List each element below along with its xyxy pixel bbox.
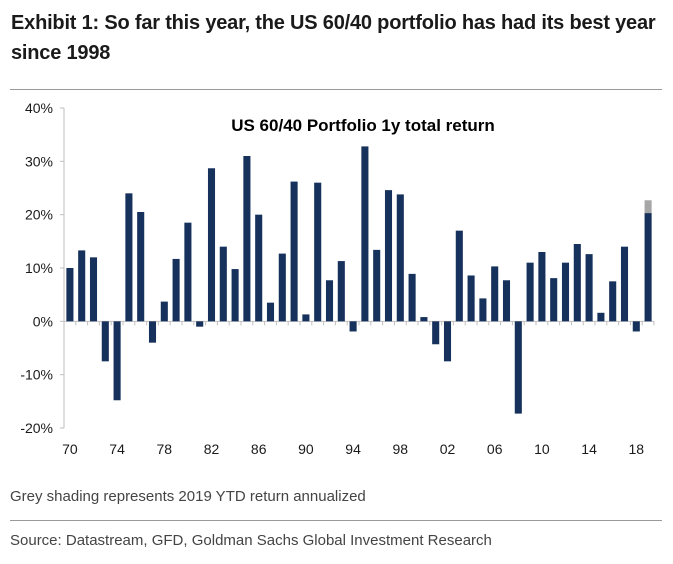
bar-1982 [207, 168, 216, 322]
bar-1993 [337, 261, 345, 322]
bar-1986 [255, 214, 263, 322]
bar-2012 [561, 262, 570, 322]
x-tick-label: 02 [440, 441, 456, 457]
bar-1976 [137, 212, 145, 322]
bar-series [66, 146, 652, 414]
bar-1973 [101, 321, 109, 362]
bar-1996 [373, 249, 381, 322]
bar-2018 [632, 321, 640, 332]
bar-1999 [408, 273, 416, 322]
bar-1985 [243, 156, 251, 322]
x-tick-label: 70 [62, 441, 78, 457]
bar-2019 [644, 213, 652, 322]
bar-1977 [148, 321, 157, 343]
bar-2002 [443, 321, 452, 362]
x-tick-label: 94 [345, 441, 361, 457]
bar-2010 [538, 252, 546, 322]
bar-1974 [113, 321, 121, 401]
bar-2003 [455, 230, 463, 322]
bar-2006 [491, 266, 499, 322]
bar-1981 [196, 321, 204, 327]
bar-1971 [78, 250, 86, 322]
chart-title: US 60/40 Portfolio 1y total return [231, 116, 495, 135]
bar-1990 [302, 314, 310, 322]
y-tick-label: 20% [25, 207, 53, 223]
bar-2007 [502, 280, 511, 322]
bar-2016 [609, 281, 617, 322]
bottom-divider [10, 520, 662, 521]
x-tick-label: 90 [298, 441, 314, 457]
bar-2014 [585, 254, 593, 322]
y-axis-tick-labels: -20% -10% 0% 10% 20% 30% 40% [20, 100, 53, 436]
bar-1972 [89, 257, 98, 322]
x-tick-label: 10 [534, 441, 550, 457]
y-tick-label: 0% [33, 313, 53, 329]
top-divider [10, 89, 662, 90]
bar-1983 [219, 246, 227, 322]
bar-1978 [160, 301, 168, 322]
bar-1989 [290, 181, 298, 322]
x-tick-label: 06 [487, 441, 503, 457]
x-tick-label: 82 [204, 441, 220, 457]
x-tick-label: 98 [393, 441, 409, 457]
bar-chart: US 60/40 Portfolio 1y total return 70 74 7… [0, 95, 673, 470]
bar-1979 [172, 258, 180, 322]
bar-2013 [573, 244, 581, 322]
bar-1987 [266, 302, 275, 322]
bar-1988 [278, 253, 286, 322]
shading-note: Grey shading represents 2019 YTD return … [10, 488, 366, 505]
bar-1980 [184, 222, 192, 322]
x-tick-label: 14 [581, 441, 597, 457]
bar-1991 [314, 182, 322, 322]
bar-1975 [125, 193, 133, 322]
x-tick-label: 78 [157, 441, 173, 457]
source-note: Source: Datastream, GFD, Goldman Sachs G… [10, 532, 492, 549]
x-tick-label: 86 [251, 441, 267, 457]
bar-2004 [467, 275, 475, 322]
y-tick-label: 40% [25, 100, 53, 116]
x-tick-label: 74 [109, 441, 125, 457]
bar-1998 [396, 194, 404, 322]
bar-2017 [620, 246, 629, 322]
y-tick-label: -20% [20, 420, 53, 436]
bar-1970 [66, 268, 74, 322]
bar-1992 [325, 280, 334, 322]
y-tick-label: 10% [25, 260, 53, 276]
bar-2009 [526, 262, 534, 322]
bar-1995 [361, 146, 369, 322]
x-tick-label: 18 [629, 441, 645, 457]
chart-canvas: US 60/40 Portfolio 1y total return 70 74 7… [20, 100, 655, 457]
bar-2001 [432, 321, 440, 345]
bar-2005 [479, 298, 487, 322]
x-axis-tick-labels: 70 74 78 82 86 90 94 98 02 06 10 14 18 [62, 441, 644, 457]
y-tick-label: 30% [25, 153, 53, 169]
bar-2000 [420, 317, 428, 322]
bar-2008 [514, 321, 522, 414]
bar-ytd-extension [644, 200, 652, 214]
exhibit-title: Exhibit 1: So far this year, the US 60/4… [11, 12, 656, 64]
bar-2011 [550, 278, 558, 322]
bar-2015 [597, 312, 605, 322]
bar-1984 [231, 269, 239, 322]
bar-1997 [384, 190, 393, 322]
bar-1994 [349, 321, 357, 332]
y-tick-label: -10% [20, 367, 53, 383]
